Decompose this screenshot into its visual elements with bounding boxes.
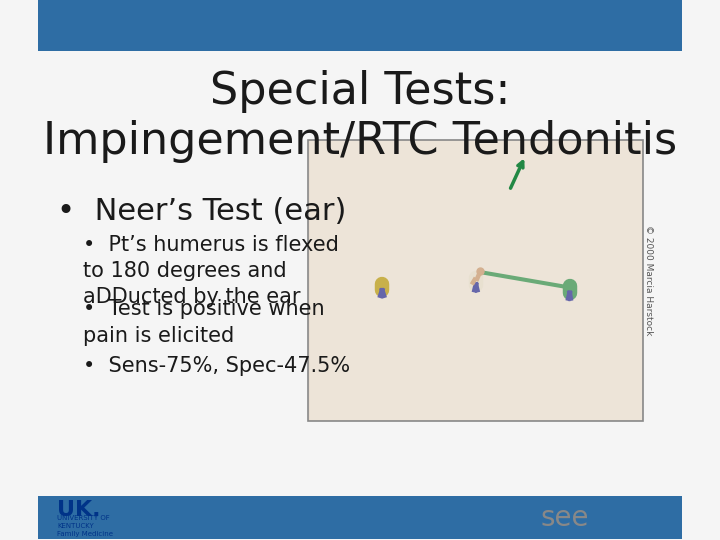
Text: •  Sens-75%, Spec-47.5%: • Sens-75%, Spec-47.5% [83, 356, 350, 376]
Circle shape [567, 282, 572, 286]
FancyBboxPatch shape [310, 141, 642, 420]
Text: •  Pt’s humerus is flexed
to 180 degrees and
aDDucted by the ear: • Pt’s humerus is flexed to 180 degrees … [83, 235, 339, 307]
Text: blue.: blue. [601, 504, 680, 532]
Text: see: see [540, 504, 589, 532]
Text: Special Tests:
Impingement/RTC Tendonitis: Special Tests: Impingement/RTC Tendoniti… [43, 70, 677, 163]
FancyBboxPatch shape [308, 140, 643, 421]
Circle shape [380, 280, 384, 284]
Text: •  Neer’s Test (ear): • Neer’s Test (ear) [58, 197, 347, 226]
Text: © 2000 Marcia Harstock: © 2000 Marcia Harstock [644, 225, 653, 336]
FancyBboxPatch shape [38, 0, 682, 51]
FancyBboxPatch shape [38, 496, 682, 539]
Circle shape [474, 274, 478, 278]
Text: UNIVERSITY OF
KENTUCKY
Family Medicine: UNIVERSITY OF KENTUCKY Family Medicine [58, 515, 113, 537]
Text: •  Test is positive when
pain is elicited: • Test is positive when pain is elicited [83, 299, 325, 346]
Text: UK.: UK. [58, 500, 101, 519]
